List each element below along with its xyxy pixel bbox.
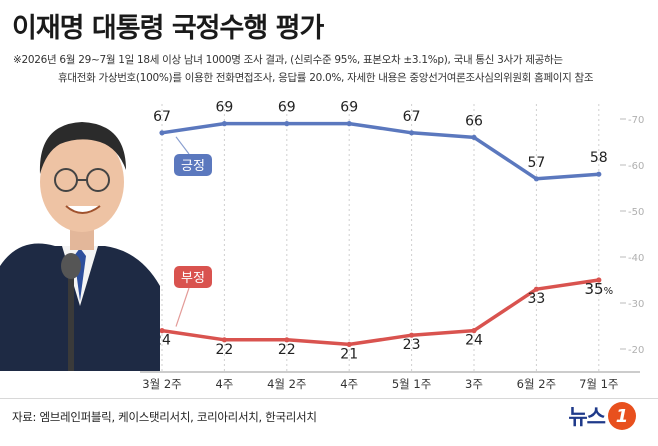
positive-point bbox=[409, 130, 415, 136]
positive-data-label: 66 bbox=[465, 113, 483, 129]
y-tick-label: -20 bbox=[628, 345, 644, 356]
negative-point bbox=[221, 337, 227, 343]
negative-data-label: 33 bbox=[527, 291, 545, 307]
y-tick-label: -40 bbox=[628, 253, 644, 264]
positive-point bbox=[471, 134, 477, 140]
chart-title: 이재명 대통령 국정수행 평가 bbox=[12, 13, 324, 44]
positive-data-label: 69 bbox=[340, 100, 358, 116]
survey-note-line1: ※2026년 6월 29~7월 1일 18세 이상 남녀 1000명 조사 결과… bbox=[13, 54, 563, 66]
x-tick-label: 7월 1주 bbox=[579, 377, 618, 391]
x-tick-label: 6월 2주 bbox=[517, 377, 556, 391]
negative-callout-box bbox=[174, 266, 212, 288]
y-tick-label: -50 bbox=[628, 207, 644, 218]
negative-callout-leader bbox=[175, 287, 190, 327]
negative-callout-label: 부정 bbox=[181, 271, 205, 286]
negative-data-label: 24 bbox=[465, 333, 483, 349]
negative-data-label: 22 bbox=[278, 342, 296, 358]
negative-point bbox=[596, 277, 602, 283]
negative-data-label: 22 bbox=[215, 342, 233, 358]
x-tick-label: 4주 bbox=[215, 377, 233, 391]
survey-note-line2: 휴대전화 가상번호(100%)를 이용한 전화면접조사, 응답률 20.0%, … bbox=[58, 72, 594, 84]
negative-point bbox=[284, 337, 290, 343]
negative-line bbox=[160, 278, 601, 347]
x-axis-ticks: 3월 2주 4주 4월 2주 4주 5월 1주 3주 6월 2주 7월 1주 bbox=[142, 377, 618, 391]
logo-text: 뉴스 bbox=[568, 405, 606, 429]
positive-callout-label: 긍정 bbox=[181, 159, 205, 174]
positive-point bbox=[596, 171, 602, 177]
negative-data-label: 35% bbox=[584, 280, 613, 298]
positive-point bbox=[221, 121, 227, 127]
positive-data-label: 57 bbox=[527, 155, 545, 171]
negative-point bbox=[159, 328, 165, 334]
y-tick-label: -30 bbox=[628, 299, 644, 310]
negative-point bbox=[471, 328, 477, 334]
y-tick-label: -70 bbox=[628, 115, 644, 126]
positive-point bbox=[346, 121, 352, 127]
president-photo bbox=[0, 122, 160, 371]
x-tick-label: 5월 1주 bbox=[392, 377, 431, 391]
positive-data-label: 69 bbox=[215, 100, 233, 116]
positive-line bbox=[160, 121, 601, 181]
x-tick-label: 4주 bbox=[340, 377, 358, 391]
negative-data-label: 21 bbox=[340, 346, 358, 362]
negative-point bbox=[346, 341, 352, 347]
positive-data-label: 58 bbox=[590, 150, 608, 166]
positive-point bbox=[284, 121, 290, 127]
y-axis-ticks: -70 -60 -50 -40 -30 -20 bbox=[620, 115, 644, 356]
negative-data-label: 23 bbox=[403, 337, 421, 353]
logo-badge-icon: 1 bbox=[608, 402, 636, 430]
positive-callout-leader bbox=[175, 136, 190, 155]
source-text: 자료: 엠브레인퍼블릭, 케이스탯리서치, 코리아리서치, 한국리서치 bbox=[12, 410, 317, 424]
positive-data-label: 67 bbox=[403, 109, 421, 125]
y-tick-label: -60 bbox=[628, 161, 644, 172]
x-tick-label: 4월 2주 bbox=[267, 377, 306, 391]
x-tick-label: 3주 bbox=[465, 377, 483, 391]
negative-point bbox=[409, 332, 415, 338]
positive-point bbox=[159, 130, 165, 136]
positive-data-label: 67 bbox=[153, 109, 171, 125]
x-tick-label: 3월 2주 bbox=[142, 377, 181, 391]
negative-point bbox=[533, 286, 540, 292]
positive-callout-box bbox=[174, 154, 212, 176]
positive-data-label: 69 bbox=[278, 100, 296, 116]
news1-logo: 뉴스 1 bbox=[568, 398, 636, 434]
grid-lines bbox=[140, 104, 640, 373]
footer-divider bbox=[0, 398, 658, 399]
positive-point bbox=[533, 176, 540, 182]
